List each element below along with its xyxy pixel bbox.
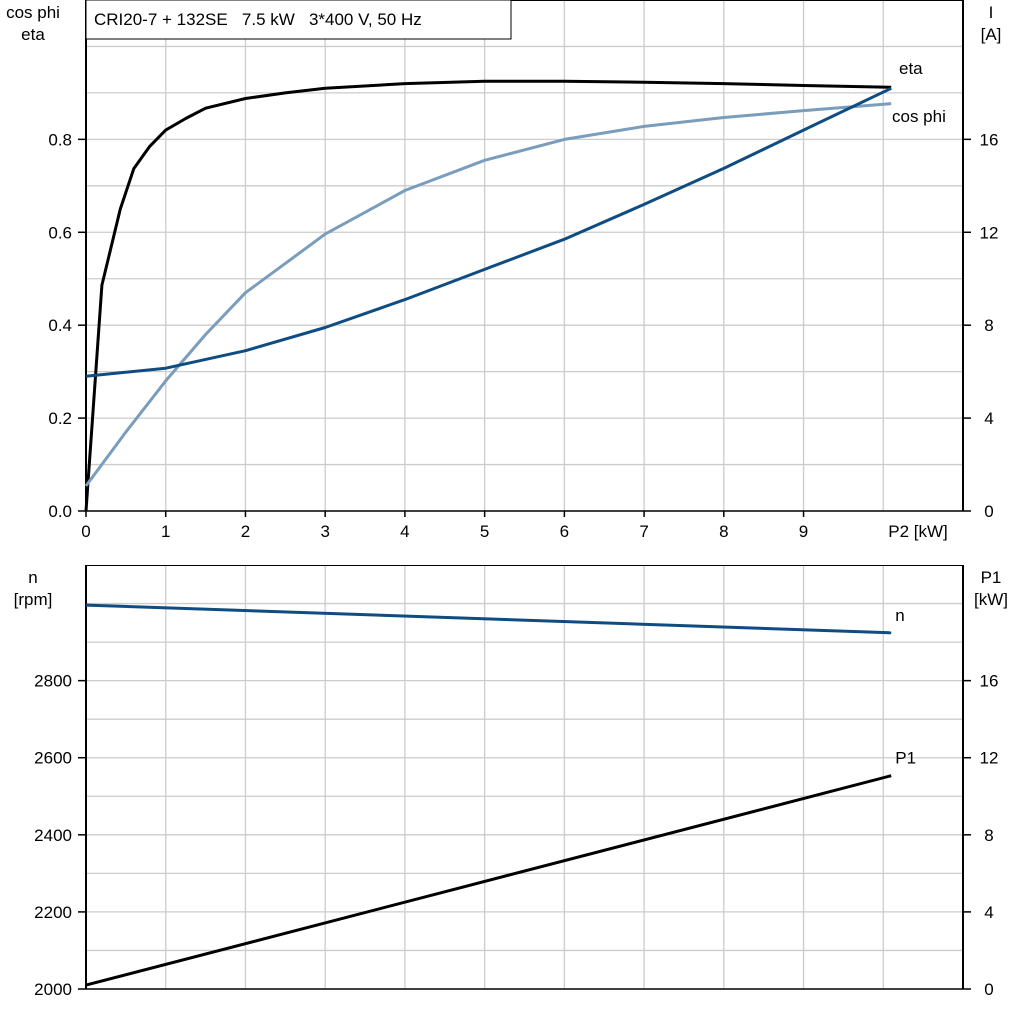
x-tick-label: 5: [480, 522, 489, 541]
y-left-tick-label: 0.2: [48, 409, 72, 428]
y-right-tick-label: 4: [984, 903, 993, 922]
x-tick-label: 1: [161, 522, 170, 541]
chart-title: CRI20-7 + 132SE 7.5 kW 3*400 V, 50 Hz: [94, 10, 422, 29]
y-right-label: I: [989, 3, 994, 22]
series-label-cos-phi: cos phi: [892, 107, 946, 126]
y-left-tick-label: 0.8: [48, 130, 72, 149]
y-left-label: eta: [21, 25, 45, 44]
series-label-eta: eta: [899, 59, 923, 78]
y-left-tick-label: 2400: [34, 826, 72, 845]
y-right-label: [kW]: [974, 590, 1008, 609]
x-tick-label: 4: [400, 522, 409, 541]
y-right-label: P1: [981, 568, 1002, 587]
series-label-p1: P1: [895, 749, 916, 768]
y-right-tick-label: 0: [984, 502, 993, 521]
y-right-tick-label: 4: [984, 409, 993, 428]
y-right-tick-label: 16: [980, 672, 999, 691]
y-left-tick-label: 2600: [34, 749, 72, 768]
x-axis-label: P2 [kW]: [888, 522, 948, 541]
x-tick-label: 9: [799, 522, 808, 541]
series-line-cos-phi: [84, 102, 892, 487]
x-tick-label: 6: [560, 522, 569, 541]
y-left-label: cos phi: [6, 3, 60, 22]
title-box: [85, 0, 512, 40]
y-right-tick-label: 12: [980, 749, 999, 768]
y-left-label: [rpm]: [14, 590, 53, 609]
series-label-n: n: [895, 606, 904, 625]
series-line-eta: [84, 79, 892, 512]
y-left-tick-label: 2800: [34, 672, 72, 691]
x-tick-label: 2: [241, 522, 250, 541]
y-left-tick-label: 0.6: [48, 223, 72, 242]
y-right-tick-label: 0: [984, 980, 993, 999]
x-tick-label: 3: [320, 522, 329, 541]
y-left-label: n: [28, 568, 37, 587]
y-right-tick-label: 12: [980, 223, 999, 242]
y-right-tick-label: 16: [980, 130, 999, 149]
series-line-i: [85, 86, 892, 378]
y-left-tick-label: 0.0: [48, 502, 72, 521]
y-right-tick-label: 8: [984, 826, 993, 845]
x-tick-label: 0: [81, 522, 90, 541]
series-line-p1: [85, 774, 892, 987]
y-left-tick-label: 2200: [34, 903, 72, 922]
x-tick-label: 8: [719, 522, 728, 541]
y-left-tick-label: 0.4: [48, 316, 72, 335]
y-left-tick-label: 2000: [34, 980, 72, 999]
series-line-n: [85, 603, 892, 635]
y-right-tick-label: 8: [984, 316, 993, 335]
y-right-label: [A]: [981, 25, 1002, 44]
x-tick-label: 7: [639, 522, 648, 541]
